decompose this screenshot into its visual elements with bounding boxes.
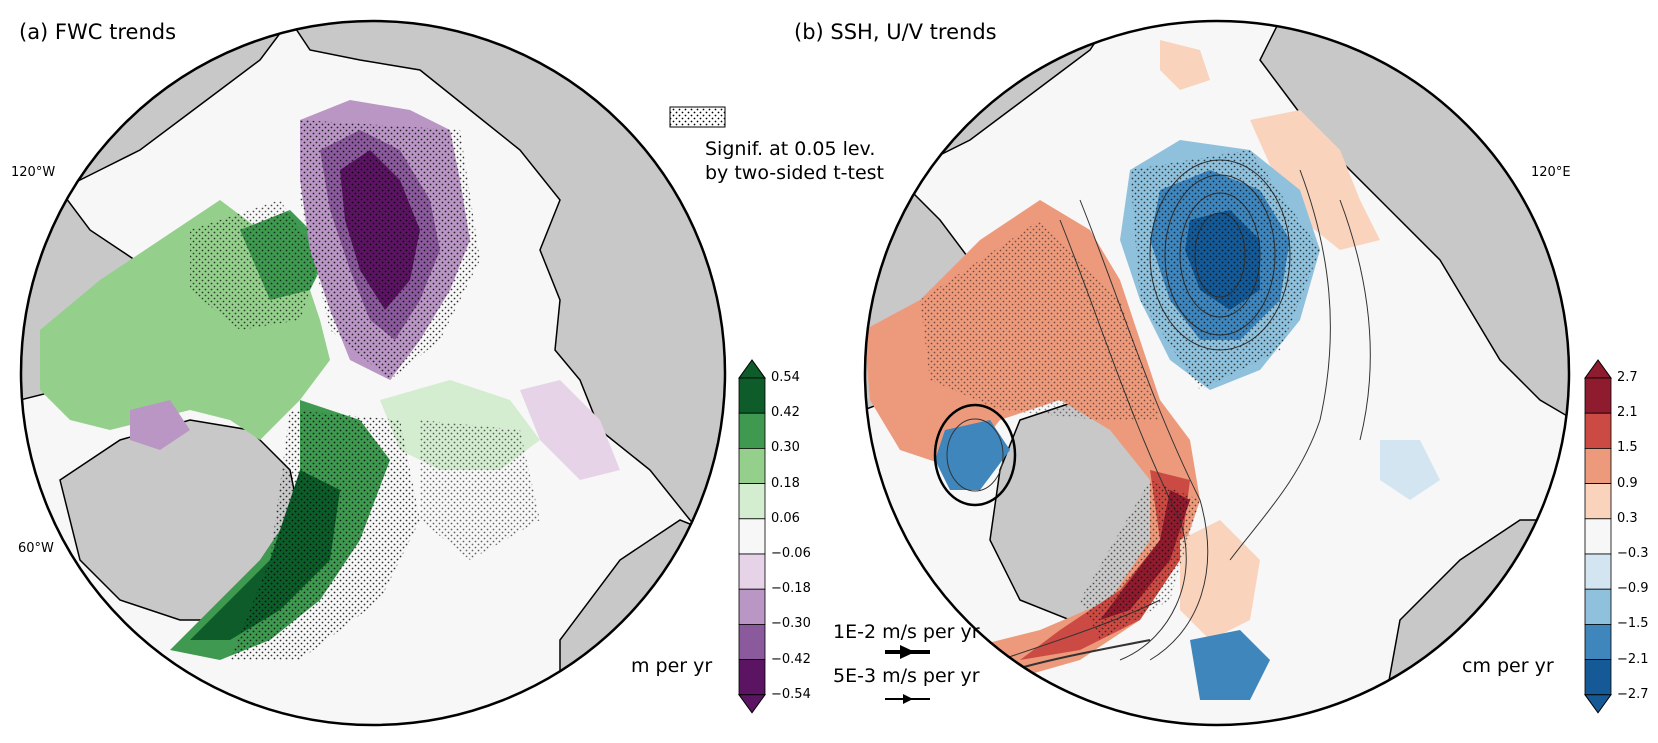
significance-label: Signif. at 0.05 lev. by two-sided t-test — [705, 137, 884, 185]
significance-line-2: by two-sided t-test — [705, 162, 884, 184]
colorbar-b-extend-bottom — [1584, 694, 1612, 714]
colorbar-a-tick-label: −0.18 — [771, 581, 811, 597]
colorbar-b-tick-label: −2.7 — [1617, 686, 1649, 702]
colorbar-b-tick-label: −0.3 — [1617, 546, 1649, 561]
vector-key-1-label: 1E-2 m/s per yr — [833, 621, 980, 643]
colorbar-a-tick-label: 0.30 — [771, 440, 800, 456]
colorbar-a-segment — [738, 588, 766, 625]
vector-key-2-label: 5E-3 m/s per yr — [833, 665, 980, 687]
colorbar-a-segment — [738, 659, 766, 696]
colorbar-a-segment — [738, 377, 766, 414]
colorbar-a-segment — [738, 518, 766, 555]
colorbar-a-extend-bottom — [738, 694, 766, 714]
colorbar-a-tick-label: 0.42 — [771, 405, 800, 421]
colorbar-a-tick-label: −0.06 — [771, 546, 811, 561]
colorbar-b-segment — [1584, 624, 1612, 661]
lon-label-120e: 120°E — [1531, 165, 1571, 180]
colorbar-b-tick-label: 2.1 — [1617, 405, 1638, 421]
panel-a-map — [19, 19, 727, 727]
colorbar-a-segment — [738, 483, 766, 520]
colorbar-b-segment — [1584, 588, 1612, 625]
significance-swatch — [669, 106, 726, 128]
colorbar-a — [738, 359, 766, 714]
colorbar-a-extend-top — [738, 359, 766, 379]
colorbar-a-tick-label: −0.42 — [771, 651, 811, 667]
colorbar-b-tick-label: 0.3 — [1617, 510, 1638, 526]
colorbar-a-tick-label: 0.06 — [771, 510, 800, 526]
colorbar-b-segment — [1584, 377, 1612, 414]
colorbar-b-extend-top — [1584, 359, 1612, 379]
colorbar-a-tick-label: −0.30 — [771, 616, 811, 632]
colorbar-a-tick-label: 0.54 — [771, 370, 800, 385]
vector-key-arrow-2 — [885, 694, 930, 704]
colorbar-a-segment — [738, 412, 766, 449]
colorbar-a-segment — [738, 447, 766, 484]
colorbar-b-segment — [1584, 518, 1612, 555]
panel-a-title: (a) FWC trends — [19, 20, 177, 44]
colorbar-a-segment — [738, 553, 766, 590]
colorbar-b-tick-label: 2.7 — [1617, 370, 1638, 385]
lon-label-120w: 120°W — [11, 165, 56, 180]
colorbar-b-tick-label: 0.9 — [1617, 475, 1638, 491]
panel-b-unit: cm per yr — [1462, 655, 1554, 677]
panel-a-unit: m per yr — [631, 655, 713, 677]
significance-line-1: Signif. at 0.05 lev. — [705, 138, 876, 160]
lon-label-60w: 60°W — [18, 541, 54, 556]
colorbar-b-tick-label: 1.5 — [1617, 440, 1638, 456]
colorbar-a-tick-label: −0.54 — [771, 686, 811, 702]
colorbar-b-segment — [1584, 659, 1612, 696]
colorbar-b-segment — [1584, 447, 1612, 484]
colorbar-b — [1584, 359, 1612, 714]
panel-b-title: (b) SSH, U/V trends — [794, 20, 997, 44]
colorbar-a-tick-label: 0.18 — [771, 475, 800, 491]
colorbar-a-segment — [738, 624, 766, 661]
colorbar-b-tick-label: −1.5 — [1617, 616, 1649, 632]
colorbar-b-tick-label: −2.1 — [1617, 651, 1649, 667]
colorbar-b-segment — [1584, 483, 1612, 520]
colorbar-b-segment — [1584, 553, 1612, 590]
colorbar-b-tick-label: −0.9 — [1617, 581, 1649, 597]
colorbar-b-segment — [1584, 412, 1612, 449]
vector-key-arrow-1 — [885, 645, 930, 659]
